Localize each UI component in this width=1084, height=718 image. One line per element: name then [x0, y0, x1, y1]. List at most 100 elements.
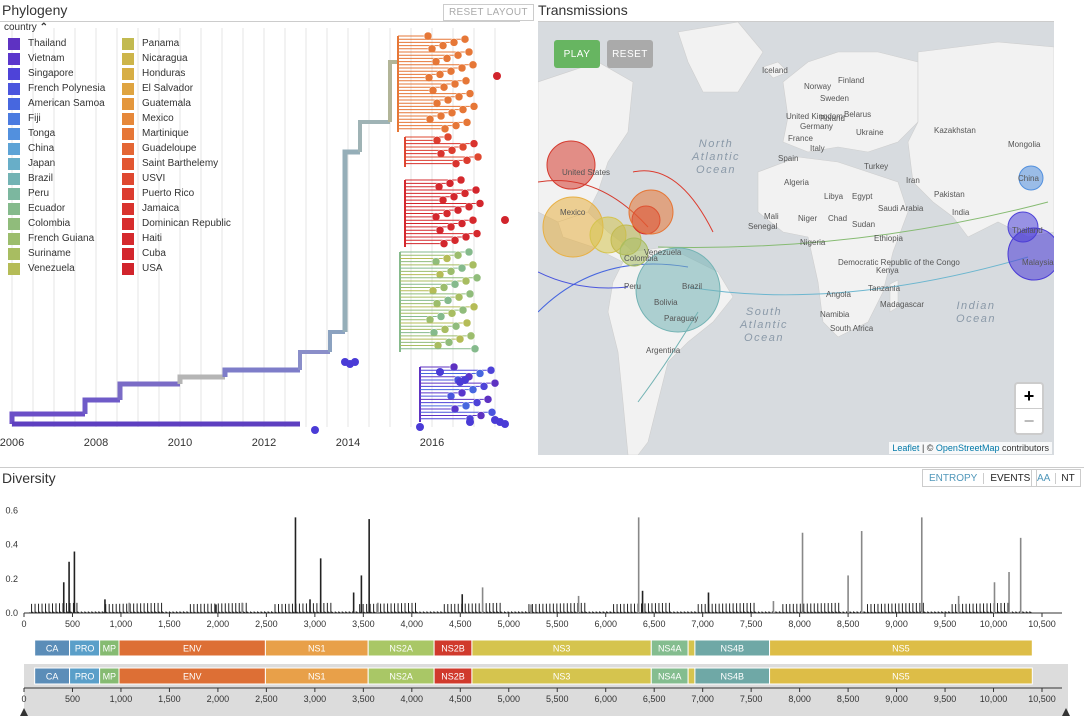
tree-tick-label: 2014	[336, 437, 360, 449]
legend-item[interactable]: Martinique	[122, 126, 189, 141]
nt-toggle[interactable]: NT	[1055, 472, 1079, 484]
phylogeny-tree[interactable]: 2006 2008 2010 2012 2014 2016	[0, 22, 525, 452]
legend-item[interactable]: China	[8, 141, 54, 156]
zoom-in-button[interactable]: +	[1016, 384, 1042, 409]
legend-item[interactable]: American Samoa	[8, 96, 105, 111]
legend-label: USVI	[142, 173, 166, 184]
legend-item[interactable]: USA	[122, 261, 163, 276]
legend-item[interactable]: French Polynesia	[8, 81, 105, 96]
aa-toggle[interactable]: AA	[1037, 472, 1051, 484]
legend-label: Nicaragua	[142, 53, 188, 64]
legend-collapse-icon[interactable]: ⌃	[39, 22, 48, 33]
map-place-label: Egypt	[852, 192, 873, 201]
entropy-x-tick: 5,500	[546, 619, 569, 629]
bubble-china	[1018, 165, 1044, 191]
entropy-toggle[interactable]: ENTROPY	[929, 472, 978, 484]
legend-item[interactable]: USVI	[122, 171, 165, 186]
legend-header[interactable]: country ⌃	[4, 22, 48, 33]
legend-item[interactable]: Vietnam	[8, 51, 65, 66]
map-place-label: United States	[562, 168, 611, 177]
legend-label: Panama	[142, 38, 180, 49]
legend-item[interactable]: Nicaragua	[122, 51, 188, 66]
legend-item[interactable]: Tonga	[8, 126, 55, 141]
play-button[interactable]: PLAY	[554, 40, 600, 68]
tree-tip	[493, 72, 501, 80]
osm-link[interactable]: OpenStreetMap	[935, 443, 1000, 453]
legend-swatch	[122, 217, 134, 230]
legend-label: Venezuela	[28, 263, 75, 274]
map-place-label: Turkey	[864, 162, 889, 171]
entropy-x-tick: 8,500	[837, 619, 860, 629]
legend-item[interactable]: Dominican Republic	[122, 216, 231, 231]
zoom-out-button[interactable]: −	[1023, 410, 1035, 431]
legend-item[interactable]: Venezuela	[8, 261, 75, 276]
tree-tick-label: 2006	[0, 437, 24, 449]
brush-handle-left[interactable]	[20, 708, 28, 716]
brush-handle-right[interactable]	[1062, 708, 1070, 716]
legend-item[interactable]: Cuba	[122, 246, 166, 261]
legend-item[interactable]: French Guiana	[8, 231, 94, 246]
gene-box	[687, 667, 696, 685]
diversity-panel[interactable]: 0.0 0.2 0.4 0.6 0 500 1,000 1,500 2,000 2,500 3,00…	[0, 490, 1084, 718]
gene-box	[769, 639, 1033, 657]
map-place-label: Venezuela	[644, 248, 682, 257]
legend-item[interactable]: Puerto Rico	[122, 186, 194, 201]
legend-swatch	[122, 37, 134, 50]
tree-tip	[457, 219, 467, 228]
entropy-x-tick: 10,500	[1028, 619, 1056, 629]
legend-item[interactable]: Panama	[122, 36, 179, 51]
tree-tip	[453, 50, 463, 60]
legend-item[interactable]: Suriname	[8, 246, 71, 261]
legend-swatch	[122, 67, 134, 80]
legend-item[interactable]: Japan	[8, 156, 55, 171]
entropy-x-tick: 9,000	[885, 619, 908, 629]
legend-item[interactable]: Thailand	[8, 36, 66, 51]
legend-item[interactable]: Peru	[8, 186, 49, 201]
legend-item[interactable]: Haiti	[122, 231, 162, 246]
zoom-x-tick: 0	[21, 694, 26, 704]
tree-tip	[454, 92, 464, 102]
zoom-x-tick: 3,000	[304, 694, 327, 704]
legend-label: Dominican Republic	[142, 218, 231, 229]
legend-swatch	[122, 127, 134, 140]
entropy-x-tick: 9,500	[934, 619, 957, 629]
tree-tip	[449, 38, 459, 47]
tree-branch	[388, 60, 398, 122]
tree-tip	[449, 362, 459, 372]
legend-swatch	[8, 187, 20, 200]
tree-tip	[450, 79, 460, 89]
legend-item[interactable]: Guatemala	[122, 96, 191, 111]
legend-swatch	[8, 172, 20, 185]
transmission-map[interactable]: North Atlantic Ocean South Atlantic Ocea…	[538, 22, 1054, 455]
events-toggle[interactable]: EVENTS	[983, 472, 1036, 484]
legend-item[interactable]: Colombia	[8, 216, 70, 231]
reset-layout-button[interactable]: RESET LAYOUT	[443, 4, 534, 21]
legend-item[interactable]: Mexico	[122, 111, 174, 126]
legend-item[interactable]: Jamaica	[122, 201, 179, 216]
legend-item[interactable]: Honduras	[122, 66, 185, 81]
tree-tip	[351, 358, 359, 366]
legend-item[interactable]: Fiji	[8, 111, 41, 126]
legend-item[interactable]: Guadeloupe	[122, 141, 197, 156]
legend-item[interactable]: Saint Barthelemy	[122, 156, 218, 171]
map-reset-button[interactable]: RESET	[607, 40, 653, 68]
leaflet-link[interactable]: Leaflet	[892, 443, 920, 453]
gene-label: NS4B	[720, 672, 744, 682]
tree-tip	[464, 202, 474, 212]
tree-tip	[466, 418, 474, 426]
legend-item[interactable]: Ecuador	[8, 201, 65, 216]
tree-tip	[416, 423, 424, 431]
bubble-malaysia	[1007, 227, 1054, 281]
legend-item[interactable]: Brazil	[8, 171, 53, 186]
legend-swatch	[8, 142, 20, 155]
map-place-label: Malaysia	[1022, 258, 1054, 267]
gene-label: NS4A	[658, 672, 682, 682]
legend-item[interactable]: El Salvador	[122, 81, 193, 96]
legend-title: country	[4, 22, 37, 33]
tree-tip	[490, 378, 500, 388]
tree-tip	[455, 334, 465, 344]
bubble-usa	[546, 140, 596, 190]
ocean-label-north-atlantic: North Atlantic Ocean	[691, 138, 741, 176]
tree-tip	[472, 229, 482, 238]
legend-item[interactable]: Singapore	[8, 66, 74, 81]
